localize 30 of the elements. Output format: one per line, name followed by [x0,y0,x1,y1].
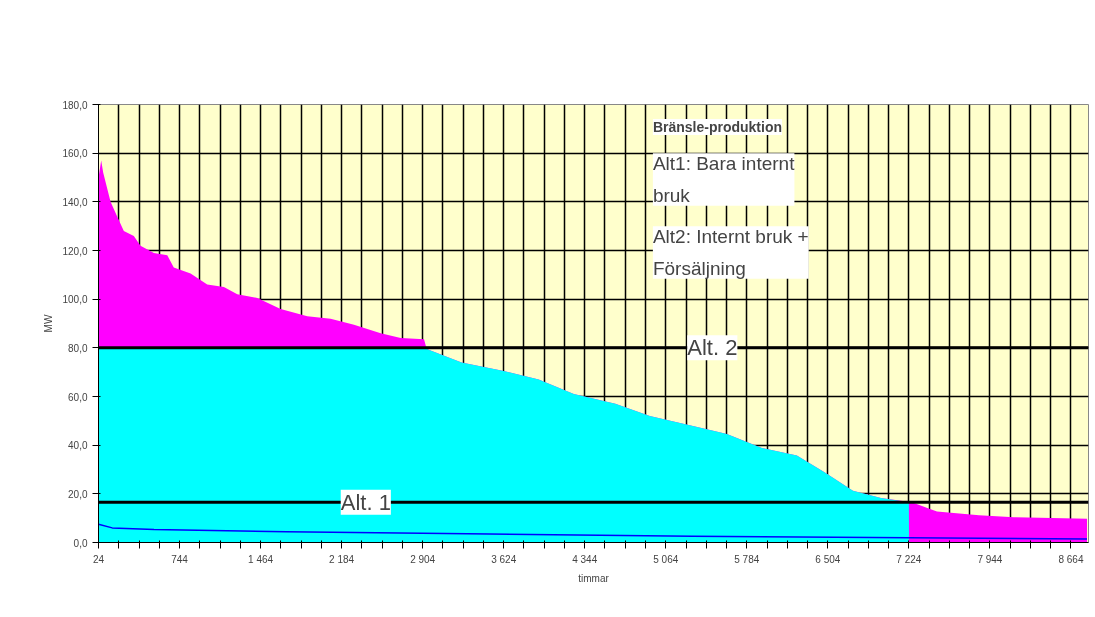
y-tick-label: 80,0 [68,342,88,354]
annotation: Bränsle-produktion [652,119,783,136]
x-tick-label: 5 784 [734,553,760,565]
y-tick-label: 180,0 [62,99,88,111]
x-tick-label: 24 [92,553,105,565]
y-tick-label: 60,0 [68,391,88,403]
y-tick-label: 40,0 [68,440,88,452]
y-tick-label: 140,0 [62,196,88,208]
y-tick-label: 160,0 [62,148,88,160]
x-tick-label: 8 664 [1058,553,1084,565]
annotation: Alt2: Internt bruk + Försäljning [652,226,809,279]
annotation: Alt1: Bara internt bruk [652,153,796,206]
ref-line-label: Alt. 2 [687,335,738,361]
ref-line-label: Alt. 1 [340,489,391,515]
y-tick-label: 0,0 [73,537,88,549]
x-tick-label: 5 064 [653,553,679,565]
y-tick-label: 20,0 [68,488,88,500]
x-tick-label: 7 224 [896,553,922,565]
x-tick-label: 2 904 [410,553,436,565]
y-axis-title: MW [43,314,55,333]
x-axis-title: timmar [578,572,610,584]
x-tick-label: 7 944 [977,553,1003,565]
x-tick-label: 1 464 [248,553,274,565]
x-tick-label: 744 [171,553,189,565]
x-tick-label: 3 624 [491,553,517,565]
y-tick-label: 120,0 [62,245,88,257]
x-tick-label: 4 344 [572,553,598,565]
y-tick-label: 100,0 [62,294,88,306]
x-tick-label: 6 504 [815,553,841,565]
x-tick-label: 2 184 [329,553,355,565]
